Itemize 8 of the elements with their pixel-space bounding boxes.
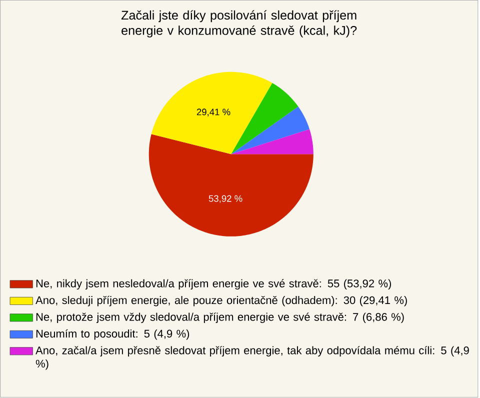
legend-label: Ne, protože jsem vždy sledoval/a příjem energie ve své stravě: 7 (6,86 %) (36, 312, 404, 324)
data-label: 29,41 % (196, 108, 230, 117)
legend-label: Ano, začal/a jsem přesně sledovat příjem energie, tak aby odpovídala mému cíli: 5 (4,9 %) (36, 346, 469, 370)
legend-label: Neumím to posoudit: 5 (4,9 %) (36, 330, 190, 340)
legend-label: Ne, nikdy jsem nesledoval/a příjem energie ve své stravě: 55 (53,92 %) (36, 279, 392, 290)
legend-label: Ano, sleduji příjem energie, ale pouze orientačně (odhadem): 30 (29,41 %) (36, 296, 407, 306)
data-label: 53,92 % (208, 195, 242, 204)
chart-title: Začali jste díky posilování sledovat příjem energie v konzumované stravě (kcal, kJ)? (121, 10, 357, 38)
